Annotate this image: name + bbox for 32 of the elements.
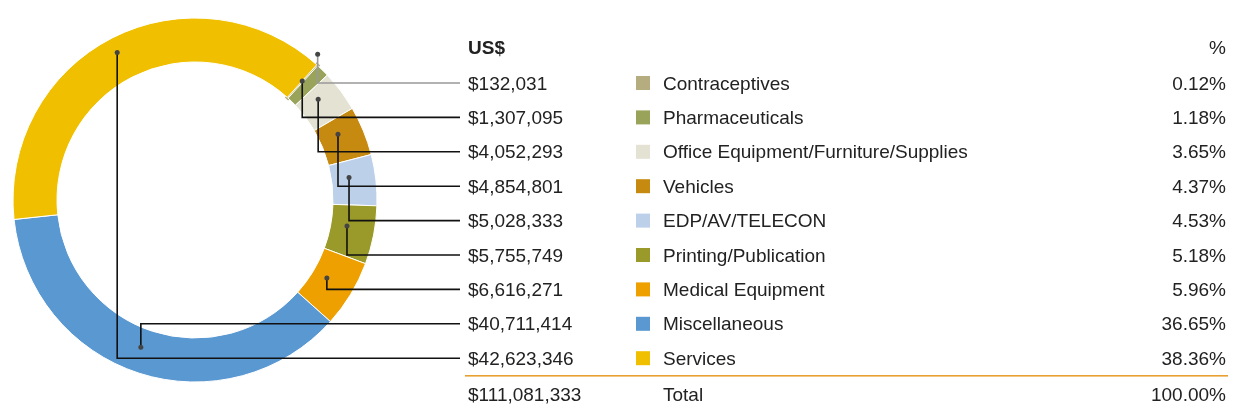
text: $111,081,333 xyxy=(468,383,582,405)
legend-label: Contraceptives xyxy=(663,72,790,94)
text: 36.65% xyxy=(1161,313,1226,335)
text: 38.36% xyxy=(1161,347,1226,369)
legend-label: Services xyxy=(663,347,736,369)
data-label: $132,031 xyxy=(468,72,548,94)
text: 5.96% xyxy=(1172,278,1226,300)
data-label: $6,616,271 xyxy=(468,278,564,300)
text: Total xyxy=(663,383,704,405)
legend-label: Miscellaneous xyxy=(663,313,784,335)
text: US$ xyxy=(468,36,506,58)
data-label: $4,052,293 xyxy=(468,141,564,163)
legend-label: Pharmaceuticals xyxy=(663,106,804,128)
text: 4.37% xyxy=(1172,175,1226,197)
data-label: $1,307,095 xyxy=(468,106,564,128)
data-label: $40,711,414 xyxy=(468,313,573,335)
text: 0.12% xyxy=(1172,72,1226,94)
legend-label: Office Equipment/Furniture/Supplies xyxy=(663,141,968,163)
text: 100.00% xyxy=(1150,383,1227,405)
data-label: $4,854,801 xyxy=(468,175,564,197)
data-label: $5,755,749 xyxy=(468,244,564,266)
legend-label: Printing/Publication xyxy=(663,244,826,266)
legend-label: EDP/AV/TELECON xyxy=(663,210,827,232)
data-label: $42,623,346 xyxy=(468,347,574,369)
text: 1.18% xyxy=(1172,106,1226,128)
legend-label: Vehicles xyxy=(663,175,734,197)
data-label: $5,028,333 xyxy=(468,210,564,232)
legend-label: Medical Equipment xyxy=(663,278,826,300)
text: % xyxy=(1209,36,1227,58)
text: 5.18% xyxy=(1172,244,1226,266)
text: 4.53% xyxy=(1172,210,1226,232)
text: 3.65% xyxy=(1172,141,1226,163)
